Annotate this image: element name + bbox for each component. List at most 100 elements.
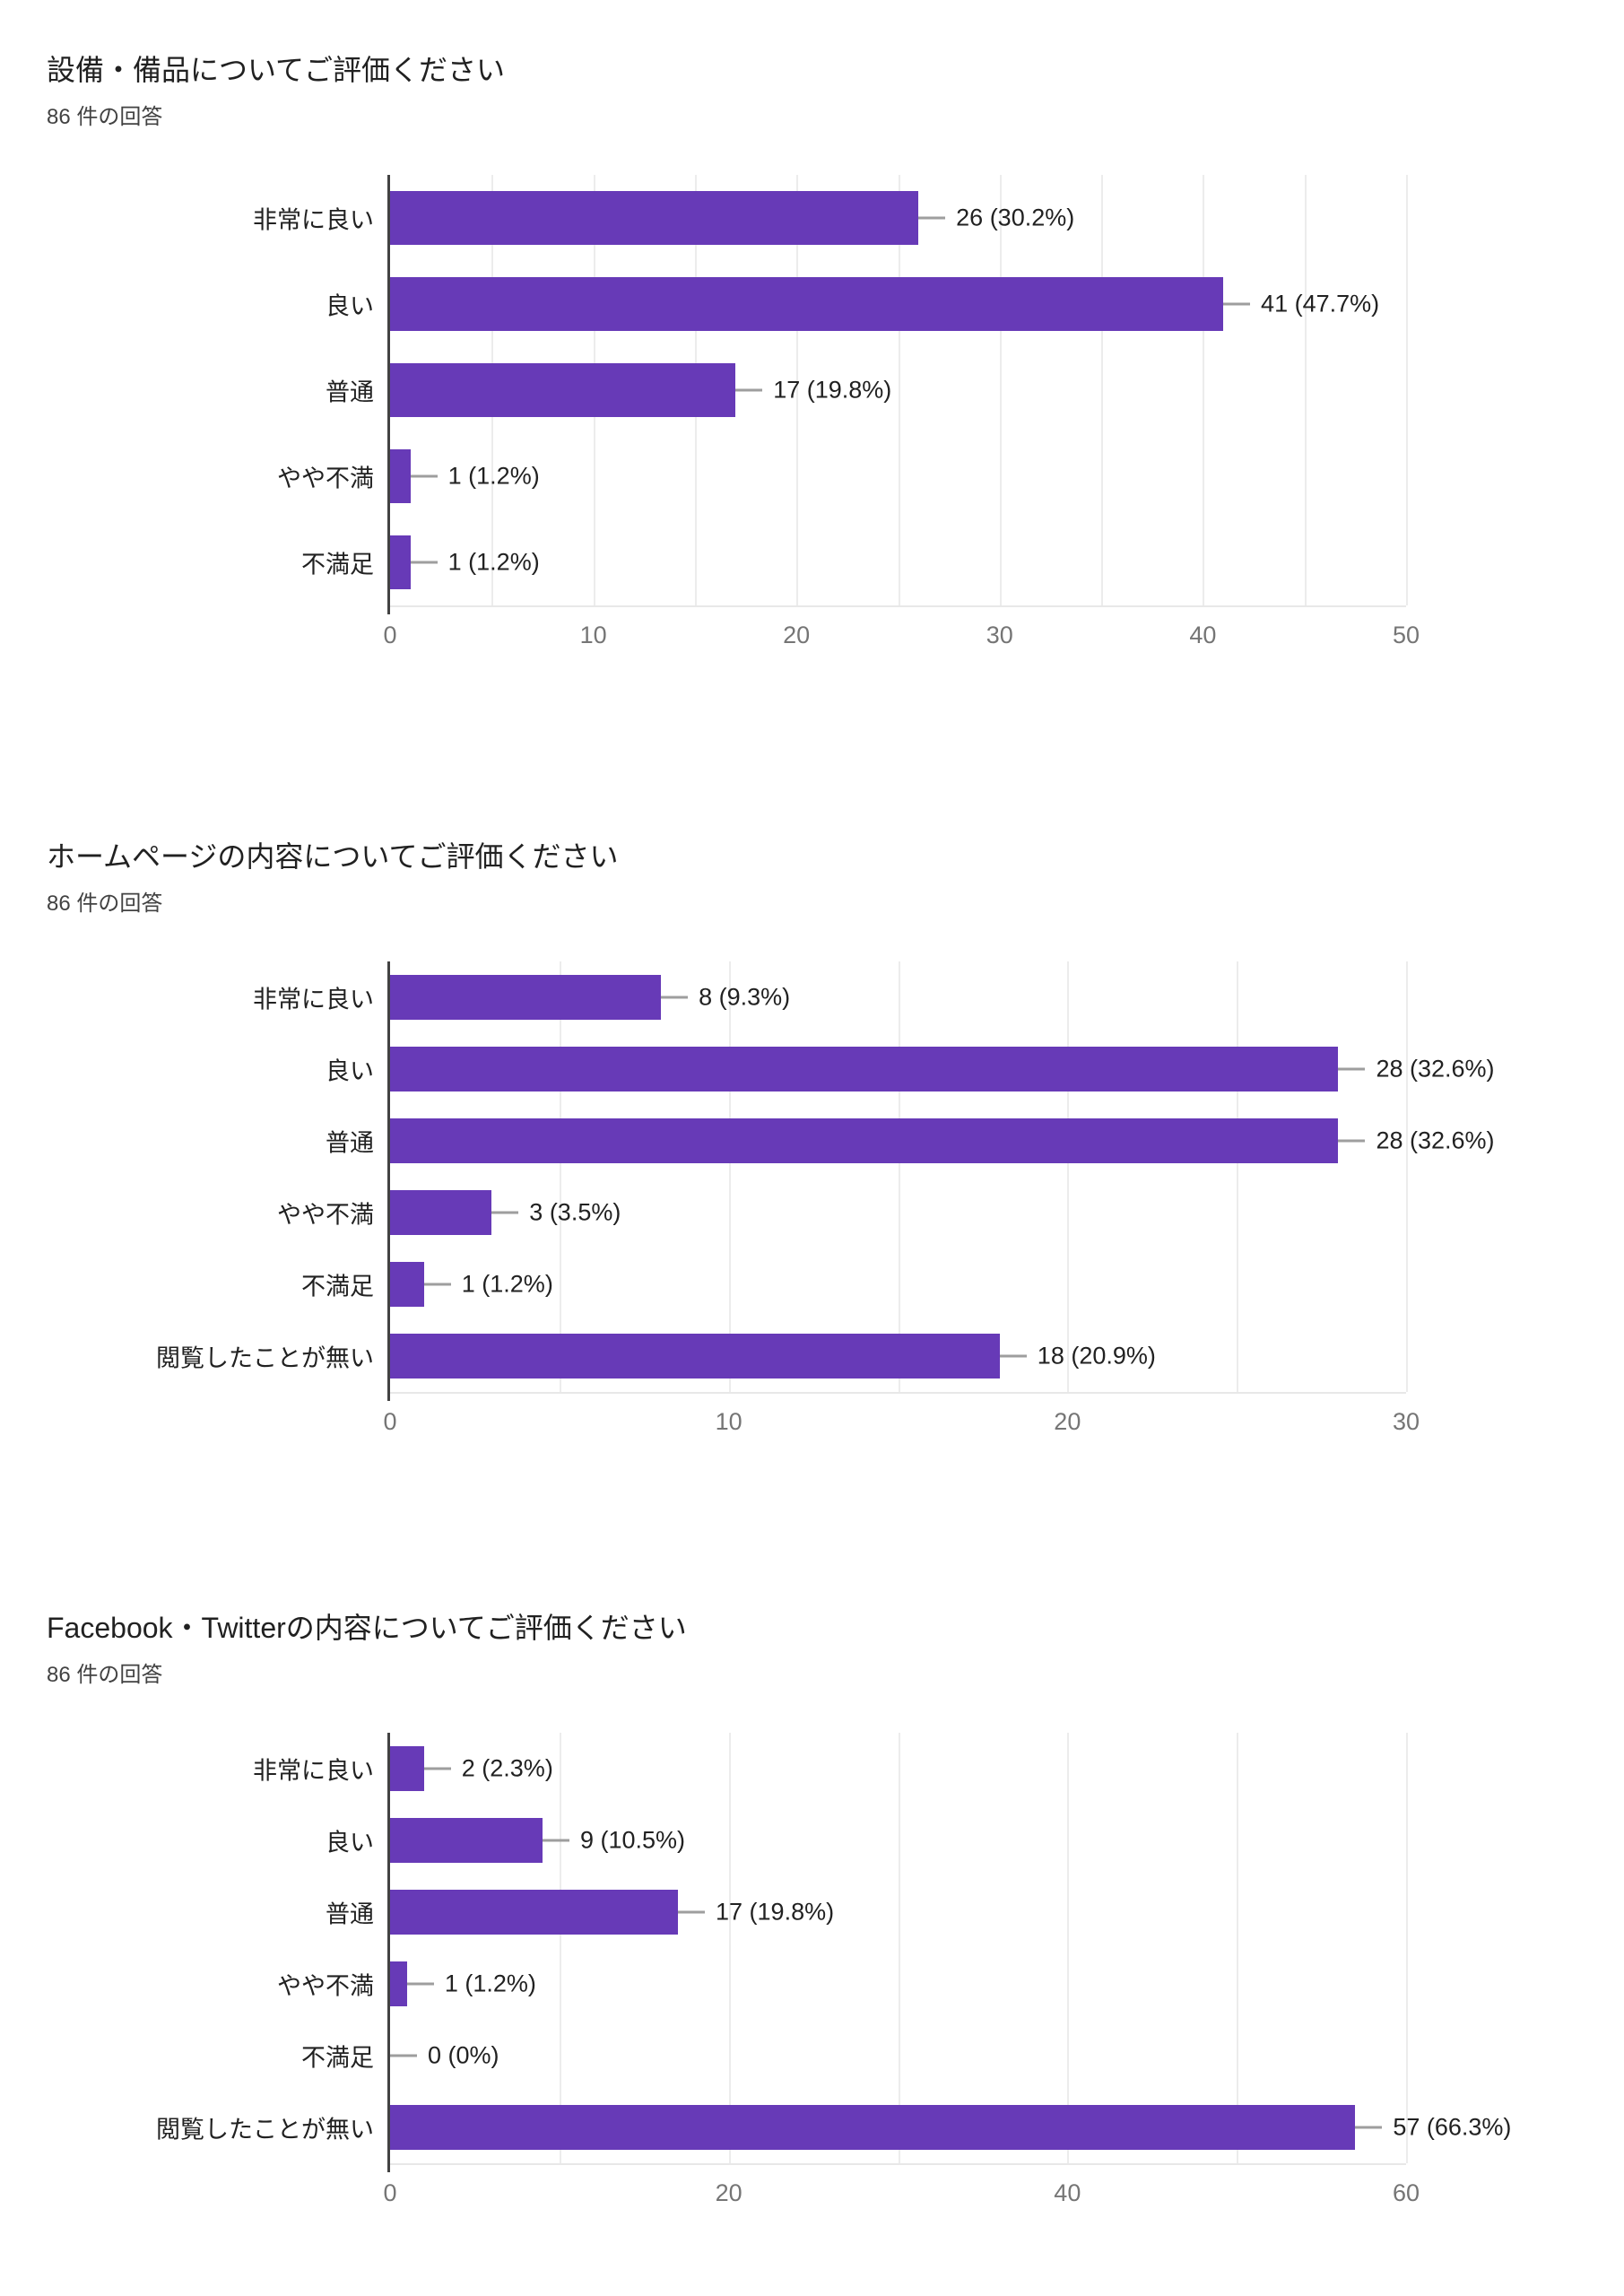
bar-row: 普通 28 (32.6%) [326,1105,1495,1177]
value-leader-line [406,1982,434,1986]
bar-row: 普通 17 (19.8%) [326,347,1406,433]
bar [390,1818,543,1863]
category-label: 非常に良い [253,1757,374,1785]
chart-title: 設備・備品についてご評価ください [47,54,506,86]
bar-row: 非常に良い 26 (30.2%) [253,175,1406,261]
gridline-major [728,1733,731,2163]
category-label: 普通 [326,378,374,406]
bar-row: 不満足 0 (0%) [301,2020,1406,2092]
value-label: 26 (30.2%) [956,204,1075,231]
chart-title: Facebook・Twitterの内容についてご評価ください [47,1612,687,1644]
gridline-major [1406,1733,1408,2163]
value-leader-line [999,1354,1027,1358]
value-label: 2 (2.3%) [461,1754,553,1782]
bar-chart-plot: 非常に良い 2 (2.3%) 良い 9 (10.5%) 普通 17 (19.8%) やや不満… [156,1733,1511,2206]
value-label: 18 (20.9%) [1037,1342,1156,1370]
value-leader-line [661,996,689,999]
value-label: 9 (10.5%) [579,1826,685,1854]
value-leader-line [1338,1139,1366,1143]
x-tick-label: 10 [579,622,607,648]
value-label: 28 (32.6%) [1376,1055,1495,1083]
x-tick-label: 30 [986,622,1013,648]
value-label: 17 (19.8%) [716,1898,835,1926]
gridline-minor [898,1733,900,2163]
category-label: 普通 [326,1900,374,1928]
value-label: 1 (1.2%) [461,1270,553,1298]
category-label: 閲覧したことが無い [156,2116,374,2144]
category-label: やや不満 [277,1972,374,2000]
value-label: 57 (66.3%) [1393,2113,1512,2141]
y-axis-line [387,175,390,614]
gridline-major [728,961,731,1392]
bar-row: やや不満 1 (1.2%) [277,1948,1406,2020]
bar [390,2105,1356,2150]
gridline-minor [1237,961,1239,1392]
gridline-minor [1304,175,1307,605]
value-leader-line [1223,302,1251,306]
value-label: 28 (32.6%) [1376,1126,1495,1154]
x-tick-label: 10 [715,1408,743,1435]
bar [390,363,736,417]
bar [390,1118,1339,1163]
bar [390,1334,1000,1378]
bar [390,1961,407,2006]
value-label: 1 (1.2%) [444,1970,536,1997]
chart-title: ホームページの内容についてご評価ください [47,840,619,873]
bar [390,191,919,245]
bar-chart-plot: 非常に良い 8 (9.3%) 良い 28 (32.6%) 普通 28 (32.6%) やや不… [156,961,1495,1435]
x-tick-label: 20 [783,622,811,648]
value-label: 17 (19.8%) [773,376,892,404]
x-tick-label: 60 [1392,2179,1420,2206]
x-tick-label: 50 [1392,622,1420,648]
gridline-major [1406,961,1408,1392]
category-label: 良い [326,1829,374,1857]
category-label: 不満足 [301,551,374,578]
value-leader-line [491,1211,519,1214]
value-leader-line [1355,2126,1383,2129]
bar-row: 不満足 1 (1.2%) [301,519,1406,605]
gridline-minor [559,961,561,1392]
bar-row: 良い 9 (10.5%) [326,1805,1406,1876]
gridline-major [1067,1733,1070,2163]
value-leader-line [410,474,438,478]
gridline-major [1067,961,1070,1392]
bar [390,1746,424,1791]
category-label: 普通 [326,1129,374,1157]
value-leader-line [390,2054,417,2057]
value-label: 41 (47.7%) [1261,290,1380,317]
value-label: 1 (1.2%) [447,548,540,576]
category-label: 不満足 [301,2044,374,2072]
bar [390,449,411,503]
bar [390,535,411,589]
x-tick-label: 30 [1392,1408,1420,1435]
bar-row: 良い 41 (47.7%) [326,261,1406,347]
gridline-major [1406,175,1408,605]
gridline-major [1203,175,1205,605]
bar [390,1047,1339,1091]
category-label: やや不満 [277,465,374,492]
bar-row: 良い 28 (32.6%) [326,1033,1495,1105]
y-axis-line [387,961,390,1401]
x-tick-label: 20 [715,2179,743,2206]
bar-row: やや不満 3 (3.5%) [277,1177,1406,1248]
category-label: 非常に良い [253,206,374,234]
x-tick-label: 0 [383,622,397,648]
value-label: 3 (3.5%) [529,1198,621,1226]
gridline-minor [559,1733,561,2163]
gridline-minor [898,961,900,1392]
response-count: 86 件の回答 [47,891,163,916]
bar-row: やや不満 1 (1.2%) [277,433,1406,519]
value-leader-line [918,216,946,220]
value-label: 1 (1.2%) [447,462,540,490]
value-label: 0 (0%) [428,2041,499,2069]
category-label: 良い [326,1057,374,1085]
bar [390,1190,492,1235]
category-label: 閲覧したことが無い [156,1344,374,1372]
bar [390,975,662,1020]
gridline-minor [1237,1733,1239,2163]
category-label: 良い [326,292,374,320]
bar-row: 非常に良い 2 (2.3%) [253,1733,1406,1805]
value-leader-line [735,388,763,392]
response-count: 86 件の回答 [47,1663,163,1687]
value-leader-line [423,1767,451,1770]
